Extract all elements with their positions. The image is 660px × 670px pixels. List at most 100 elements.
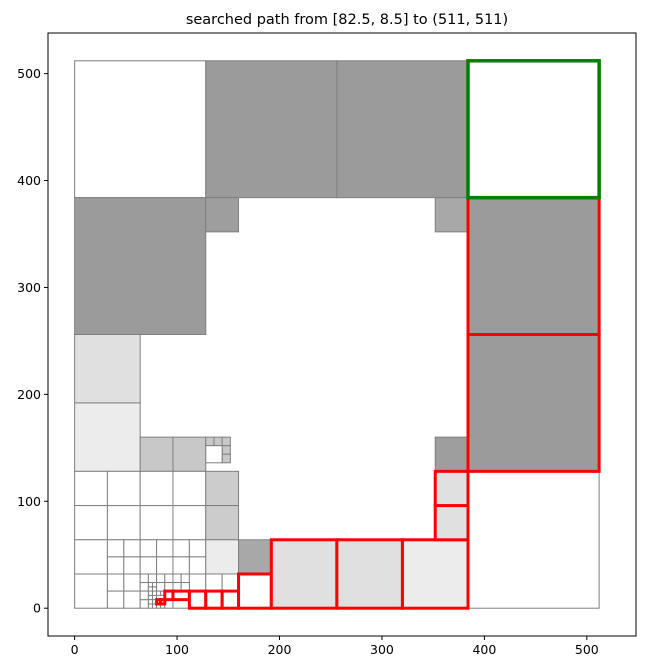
path-cell <box>400 538 470 610</box>
quadtree-cell <box>221 453 231 464</box>
quadtree-cell <box>156 539 174 558</box>
path-cell <box>466 196 601 336</box>
quadtree-cell <box>205 573 223 592</box>
quadtree-cell <box>74 539 108 575</box>
chart-title: searched path from [82.5, 8.5] to (511, … <box>186 12 508 28</box>
quadtree-cell <box>151 586 158 592</box>
quadtree-cell <box>147 586 153 592</box>
quadtree-cell <box>172 573 182 584</box>
quadtree-cell <box>106 470 141 507</box>
quadtree-cell <box>139 505 174 541</box>
quadtree-cell <box>164 573 174 584</box>
path-cell <box>237 572 273 610</box>
quadtree-cell <box>151 582 158 588</box>
quadtree-cell <box>213 436 223 447</box>
quadtree-cell <box>139 539 158 558</box>
quadtree-cell <box>74 197 207 335</box>
path-cell <box>220 589 241 610</box>
y-tick-label: 100 <box>17 494 41 509</box>
quadtree-cell <box>336 60 469 199</box>
quadtree-cell <box>205 445 223 464</box>
quadtree-cell <box>147 573 158 584</box>
path-cell <box>433 469 470 508</box>
quadtree-cell <box>156 590 162 596</box>
quadtree-cell <box>156 556 174 575</box>
quadtree-cell <box>139 582 149 592</box>
quadtree-cell <box>172 539 190 558</box>
quadtree-cell <box>205 197 240 233</box>
quadtree-cell <box>139 590 149 601</box>
quadtree-cell <box>156 573 166 584</box>
quadtree-cell <box>205 470 240 507</box>
x-tick-label: 100 <box>165 642 189 657</box>
quadtree-cell <box>467 470 600 609</box>
quadtree-cell <box>205 505 240 541</box>
path-cell <box>187 589 208 610</box>
quadtree-cell <box>188 556 207 575</box>
quadtree-cell <box>172 505 207 541</box>
quadtree-cell <box>139 436 174 472</box>
path-cell <box>269 538 339 610</box>
path-cell <box>171 589 191 602</box>
quadtree-cell <box>221 573 240 592</box>
x-tick-label: 500 <box>575 642 599 657</box>
quadtree-cell <box>106 556 125 575</box>
quadtree-cells <box>74 60 600 609</box>
quadtree-cell <box>434 436 469 472</box>
quadtree-cell <box>139 573 149 584</box>
quadtree-cell <box>172 436 207 472</box>
quadtree-cell <box>238 539 272 575</box>
path-cell <box>335 538 404 610</box>
y-tick-label: 500 <box>17 66 41 81</box>
path-cell <box>433 504 470 542</box>
quadtree-cell <box>147 582 153 588</box>
quadtree-cell <box>139 599 149 609</box>
quadtree-cell <box>205 60 338 199</box>
y-tick-label: 400 <box>17 173 41 188</box>
quadtree-cell <box>123 556 141 575</box>
quadtree-cell <box>172 470 207 507</box>
path-cell <box>204 589 224 610</box>
x-tick-label: 0 <box>71 642 79 657</box>
quadtree-cell <box>188 573 207 592</box>
x-tick-label: 400 <box>472 642 496 657</box>
quadtree-cell <box>139 556 158 575</box>
quadtree-cell <box>205 436 215 447</box>
quadtree-cell <box>147 594 153 601</box>
quadtree-cell <box>74 402 141 472</box>
goal-cell-group <box>466 59 601 200</box>
quadtree-cell <box>188 539 207 558</box>
quadtree-cell <box>74 470 108 507</box>
quadtree-cell <box>123 573 141 592</box>
y-tick-label: 300 <box>17 280 41 295</box>
quadtree-cell <box>74 573 108 609</box>
y-tick-label: 0 <box>33 601 41 616</box>
quadtree-cell <box>221 436 231 447</box>
quadtree-cell <box>123 590 141 609</box>
quadtree-cell <box>74 60 207 199</box>
quadtree-cell <box>147 599 153 605</box>
x-tick-label: 200 <box>268 642 292 657</box>
x-tick-label: 300 <box>370 642 394 657</box>
path-cell <box>159 598 167 606</box>
path-cell <box>466 333 601 473</box>
quadtree-cell <box>106 505 141 541</box>
quadtree-cell <box>147 603 153 609</box>
quadtree-cell <box>74 334 141 404</box>
y-tick-label: 200 <box>17 387 41 402</box>
quadtree-cell <box>106 539 125 558</box>
quadtree-cell <box>106 590 125 609</box>
path-cells <box>155 196 601 610</box>
quadtree-cell <box>434 197 469 233</box>
quadtree-cell <box>139 470 174 507</box>
quadtree-cell <box>151 590 158 596</box>
quadtree-cell <box>172 556 190 575</box>
quadtree-cell <box>205 539 240 575</box>
quadtree-cell <box>74 505 108 541</box>
axes: 0 100 200 300 400 500 0 100 200 300 400 500 <box>17 32 637 657</box>
quadtree-cell <box>106 573 125 592</box>
quadtree-cell <box>221 445 231 455</box>
quadtree-cell <box>147 590 153 596</box>
plot-frame <box>47 32 637 637</box>
